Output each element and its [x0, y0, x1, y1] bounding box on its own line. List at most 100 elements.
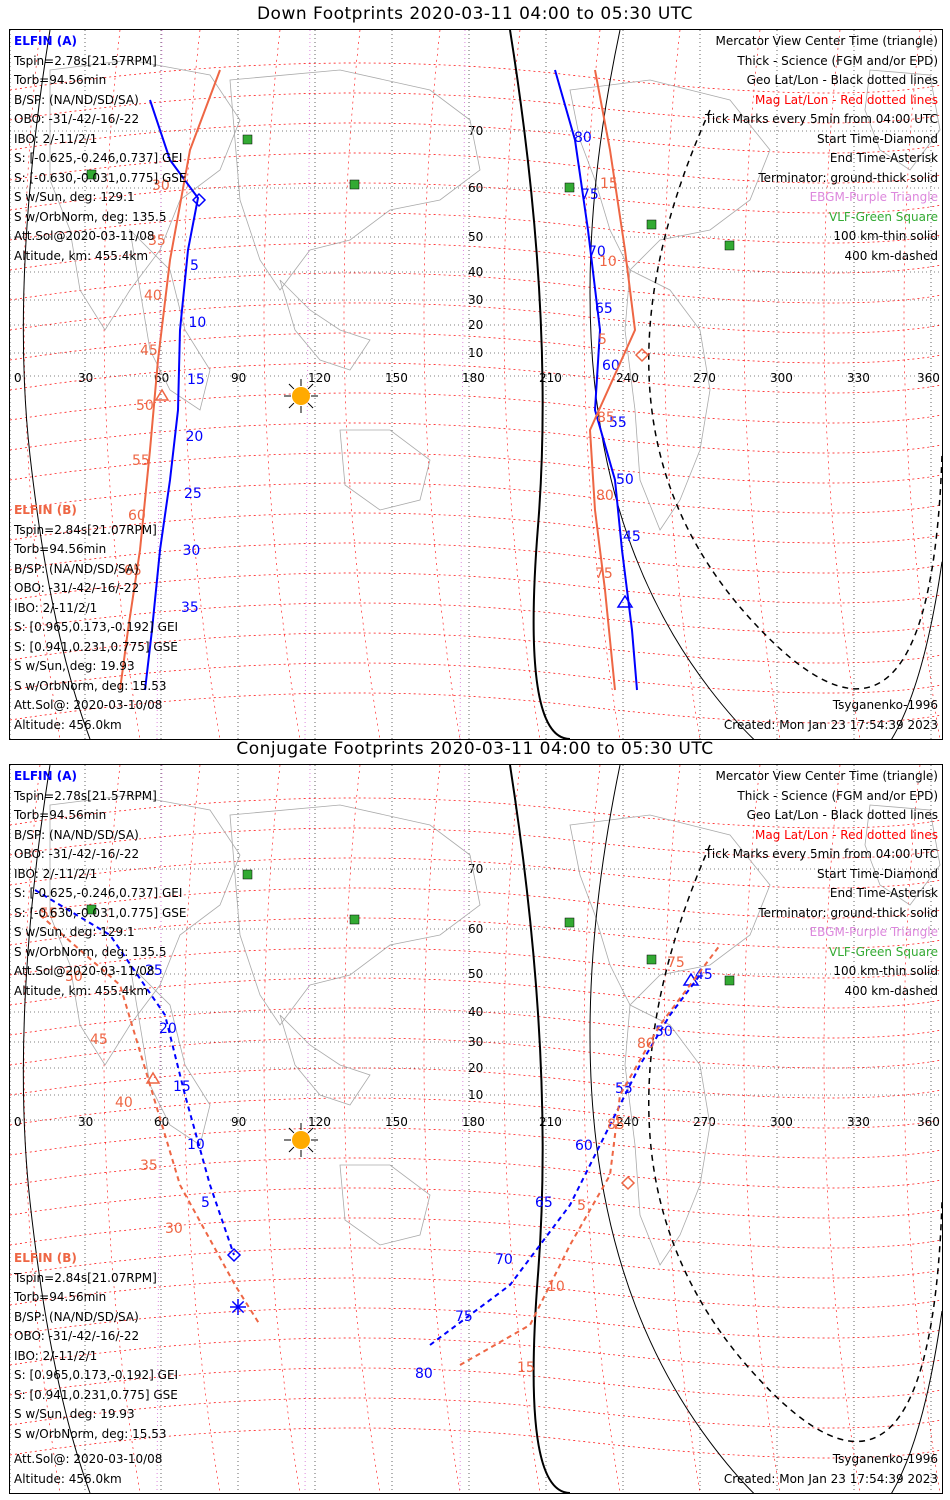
mag-lon-line [343, 765, 381, 1493]
elfin-a-tick-label: 80 [574, 130, 592, 146]
legend-mercator: Mercator View Center Time (triangle) [715, 769, 938, 783]
start-diamond [620, 1175, 636, 1191]
sun-ray [307, 383, 314, 390]
elfin-a-tick-label: 80 [415, 1366, 433, 1382]
elfin-a-row: S: [-0.625,-0.246,0.737] GEI [14, 151, 183, 165]
elfin-a-header: ELFIN (A) [14, 769, 77, 783]
coastline [339, 1164, 431, 1246]
legend-400km: 400 km-dashed [844, 248, 938, 263]
mag-lon-line [343, 30, 381, 739]
elfin-a-row: S: [-0.625,-0.246,0.737] GEI [14, 886, 183, 900]
elfin-a-row: S w/OrbNorm, deg: 135.5 [14, 944, 167, 959]
mag-lon-line [183, 30, 221, 739]
conjugate-footprints-map: 0 30 60 90 120 150 180 210 240 270 300 330 360 70 60 50… [10, 765, 942, 1493]
terminator-line [509, 765, 571, 1493]
legend-ebgm: EBGM-Purple Triangle [809, 190, 938, 204]
lon-label: 300 [770, 371, 793, 385]
lat-label: 30 [468, 293, 483, 307]
lon-label: 30 [78, 1115, 93, 1129]
legend-end: End Time-Asterisk [829, 886, 938, 900]
center-triangle [616, 594, 634, 608]
elfin-a-row: Tspin=2.78s[21.57RPM] [14, 788, 157, 803]
elfin-a-row: Altitude, km: 455.4km [14, 248, 149, 263]
elfin-a-row: Torb=94.56min [14, 73, 107, 87]
mag-lat-line [10, 1217, 942, 1249]
lon-label: 360 [917, 371, 940, 385]
elfin-a-info: ELFIN (A) Tspin=2.78s[21.57RPM] Torb=94.… [14, 32, 187, 266]
footer-attsol: Att.Sol@: 2020-03-10/08 [14, 1452, 163, 1466]
lon-label: 90 [231, 1115, 246, 1129]
lat-label: 60 [468, 922, 483, 936]
elfin-b-info: ELFIN (B) Tspin=2.84s[21.07RPM] Torb=94.… [14, 1249, 178, 1444]
legend-ticks: Tick Marks every 5min from 04:00 UTC [704, 847, 938, 861]
coastline [569, 814, 771, 1006]
lat-label: -70 [464, 30, 484, 33]
elfin-b-tick-label: 10 [599, 254, 617, 270]
terminator-line [509, 30, 571, 739]
elfin-a-tick-label: 75 [581, 187, 599, 203]
coastline [279, 1014, 371, 1106]
footprint-tracks: 2520151055550454035304550556065707580758… [22, 765, 942, 1493]
sun-ray [288, 1146, 295, 1153]
elfin-a-tick-label: 60 [575, 1138, 593, 1154]
lat-label: -60 [464, 765, 484, 768]
footer-altitude: Altitude: 456.0km [14, 1471, 122, 1486]
sun-ray [307, 1146, 314, 1153]
elfin-a-info: ELFIN (A) Tspin=2.78s[21.57RPM] Torb=94.… [14, 767, 187, 1001]
elfin-a-tick-label: 25 [145, 963, 163, 979]
legend-mag: Mag Lat/Lon - Red dotted lines [754, 827, 938, 842]
mag-lon-line [823, 30, 861, 739]
elfin-b-tick-label: 10 [547, 1279, 565, 1295]
legend-start: Start Time-Diamond [816, 866, 938, 881]
elfin-a-track [554, 69, 638, 691]
legend-vlf: VLF-Green Square [829, 209, 938, 224]
footer-attsol: Att.Sol@: 2020-03-10/08 [14, 698, 163, 712]
elfin-a-tick-label: 30 [183, 543, 201, 559]
elfin-b-tick-label: 15 [600, 176, 618, 192]
lat-label: 40 [468, 265, 483, 279]
legend-geo: Geo Lat/Lon - Black dotted lines [746, 808, 938, 822]
legend-ticks: Tick Marks every 5min from 04:00 UTC [704, 112, 938, 126]
map-legend: Mercator View Center Time (triangle) Thi… [705, 32, 938, 266]
footer-right: Tsyganenko-1996 Created: Mon Jan 23 17:5… [724, 696, 938, 735]
elfin-b-row: S w/OrbNorm, deg: 15.53 [14, 1426, 167, 1441]
sun-ray [288, 402, 295, 409]
mag-lat-line [10, 1127, 942, 1159]
vlf-station [646, 219, 657, 230]
mag-lon-line [903, 765, 941, 1493]
elfin-b-tick-label: 30 [152, 178, 170, 194]
lat-label: -30 [464, 765, 484, 768]
legend-terminator: Terminator: ground-thick solid [758, 170, 938, 185]
elfin-b-tick-label: 85 [607, 1117, 625, 1133]
elfin-a-tick-label: 15 [187, 372, 205, 388]
sun-icon [284, 1123, 318, 1157]
vlf-station [724, 975, 735, 986]
elfin-b-info: ELFIN (B) Tspin=2.84s[21.07RPM] Torb=94.… [14, 501, 178, 696]
mag-lon-line [103, 30, 141, 739]
elfin-a-track [34, 889, 235, 1256]
legend-terminator: Terminator: ground-thick solid [758, 905, 938, 920]
elfin-a-tick-label: 70 [495, 1252, 513, 1268]
footer-model: Tsyganenko-1996 [832, 698, 938, 712]
lat-label: -30 [464, 30, 484, 33]
mag-lat-line [10, 1187, 942, 1219]
elfin-a-row: S: [-0.630,-0.031,0.775] GSE [14, 905, 187, 920]
mag-lon-line [583, 30, 621, 739]
elfin-b-tick-label: 40 [144, 288, 162, 304]
elfin-a-tick-label: 5 [201, 1195, 210, 1211]
mag-lon-line [423, 30, 461, 739]
vlf-station [242, 134, 253, 145]
lat-label: 70 [468, 124, 483, 138]
elfin-b-tick-label: 65 [124, 563, 142, 579]
map-grid: 0 30 60 90 120 150 180 210 240 270 300 330 360 70 60 50… [10, 30, 942, 739]
elfin-a-tick-label: 55 [609, 415, 627, 431]
lat-label: 10 [468, 346, 483, 360]
elfin-a-row: Tspin=2.78s[21.57RPM] [14, 53, 157, 68]
elfin-a-tick-label: 20 [186, 429, 204, 445]
lat-label: 10 [468, 1088, 483, 1102]
mag-lon-line [903, 30, 941, 739]
sun-icon [284, 379, 318, 413]
asterisk-stroke [231, 1300, 245, 1314]
coastline [624, 1004, 711, 1266]
map-grid: 0 30 60 90 120 150 180 210 240 270 300 330 360 70 60 50… [10, 765, 942, 1493]
